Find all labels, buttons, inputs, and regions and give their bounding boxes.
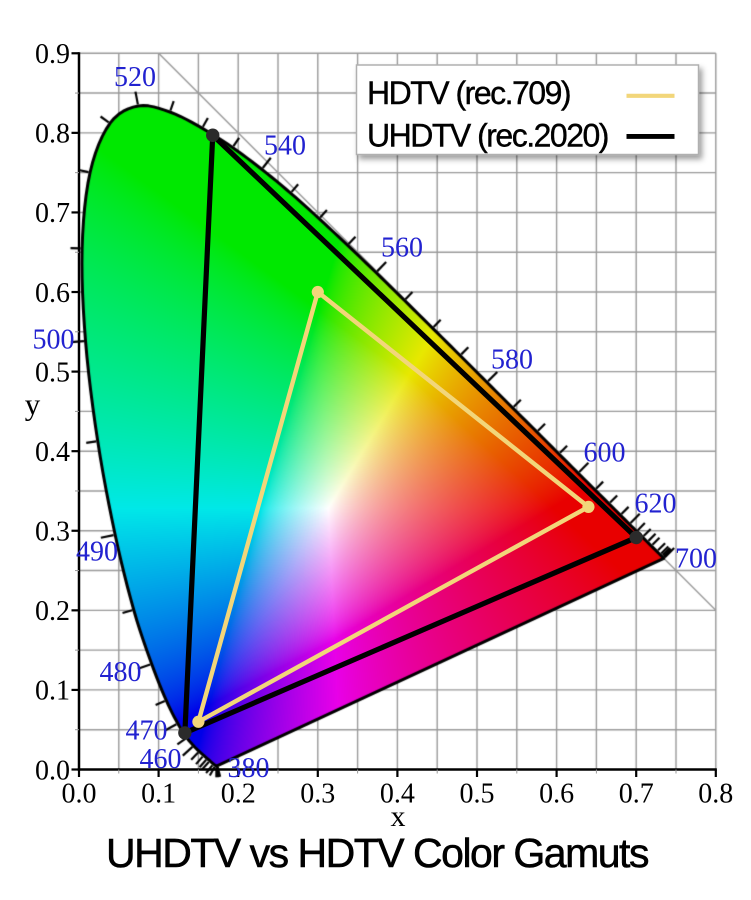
svg-text:600: 600 xyxy=(584,438,626,469)
svg-text:540: 540 xyxy=(264,131,306,162)
svg-text:0.4: 0.4 xyxy=(380,779,415,810)
svg-text:0.4: 0.4 xyxy=(35,437,70,468)
svg-text:x: x xyxy=(391,800,406,833)
svg-text:0.7: 0.7 xyxy=(619,779,654,810)
svg-text:470: 470 xyxy=(126,716,168,747)
svg-text:700: 700 xyxy=(675,544,717,575)
svg-text:0.5: 0.5 xyxy=(460,779,495,810)
svg-text:500: 500 xyxy=(33,325,75,356)
svg-text:480: 480 xyxy=(100,657,142,688)
svg-text:0.2: 0.2 xyxy=(221,779,256,810)
svg-text:0.5: 0.5 xyxy=(35,357,70,388)
svg-text:0.3: 0.3 xyxy=(35,517,70,548)
svg-text:0.0: 0.0 xyxy=(62,779,97,810)
svg-text:520: 520 xyxy=(114,62,156,93)
svg-text:0.9: 0.9 xyxy=(35,39,70,70)
svg-text:0.7: 0.7 xyxy=(35,198,70,229)
svg-text:0.6: 0.6 xyxy=(539,779,574,810)
svg-text:0.2: 0.2 xyxy=(35,596,70,627)
svg-text:0.8: 0.8 xyxy=(35,119,70,150)
svg-text:560: 560 xyxy=(381,233,423,264)
svg-text:620: 620 xyxy=(635,489,677,520)
svg-text:0.6: 0.6 xyxy=(35,278,70,309)
svg-text:490: 490 xyxy=(76,537,118,568)
svg-text:0.8: 0.8 xyxy=(698,779,733,810)
svg-text:0.0: 0.0 xyxy=(35,755,70,786)
svg-text:460: 460 xyxy=(140,744,182,775)
svg-text:HDTV (rec.709): HDTV (rec.709) xyxy=(367,75,570,111)
svg-text:0.3: 0.3 xyxy=(300,779,335,810)
svg-text:380: 380 xyxy=(228,753,270,784)
svg-text:UHDTV (rec.2020): UHDTV (rec.2020) xyxy=(367,118,608,154)
svg-text:580: 580 xyxy=(491,345,533,376)
svg-text:y: y xyxy=(25,387,41,422)
svg-text:UHDTV vs HDTV Color Gamuts: UHDTV vs HDTV Color Gamuts xyxy=(106,830,649,876)
svg-text:0.1: 0.1 xyxy=(141,779,176,810)
svg-text:0.1: 0.1 xyxy=(35,676,70,707)
